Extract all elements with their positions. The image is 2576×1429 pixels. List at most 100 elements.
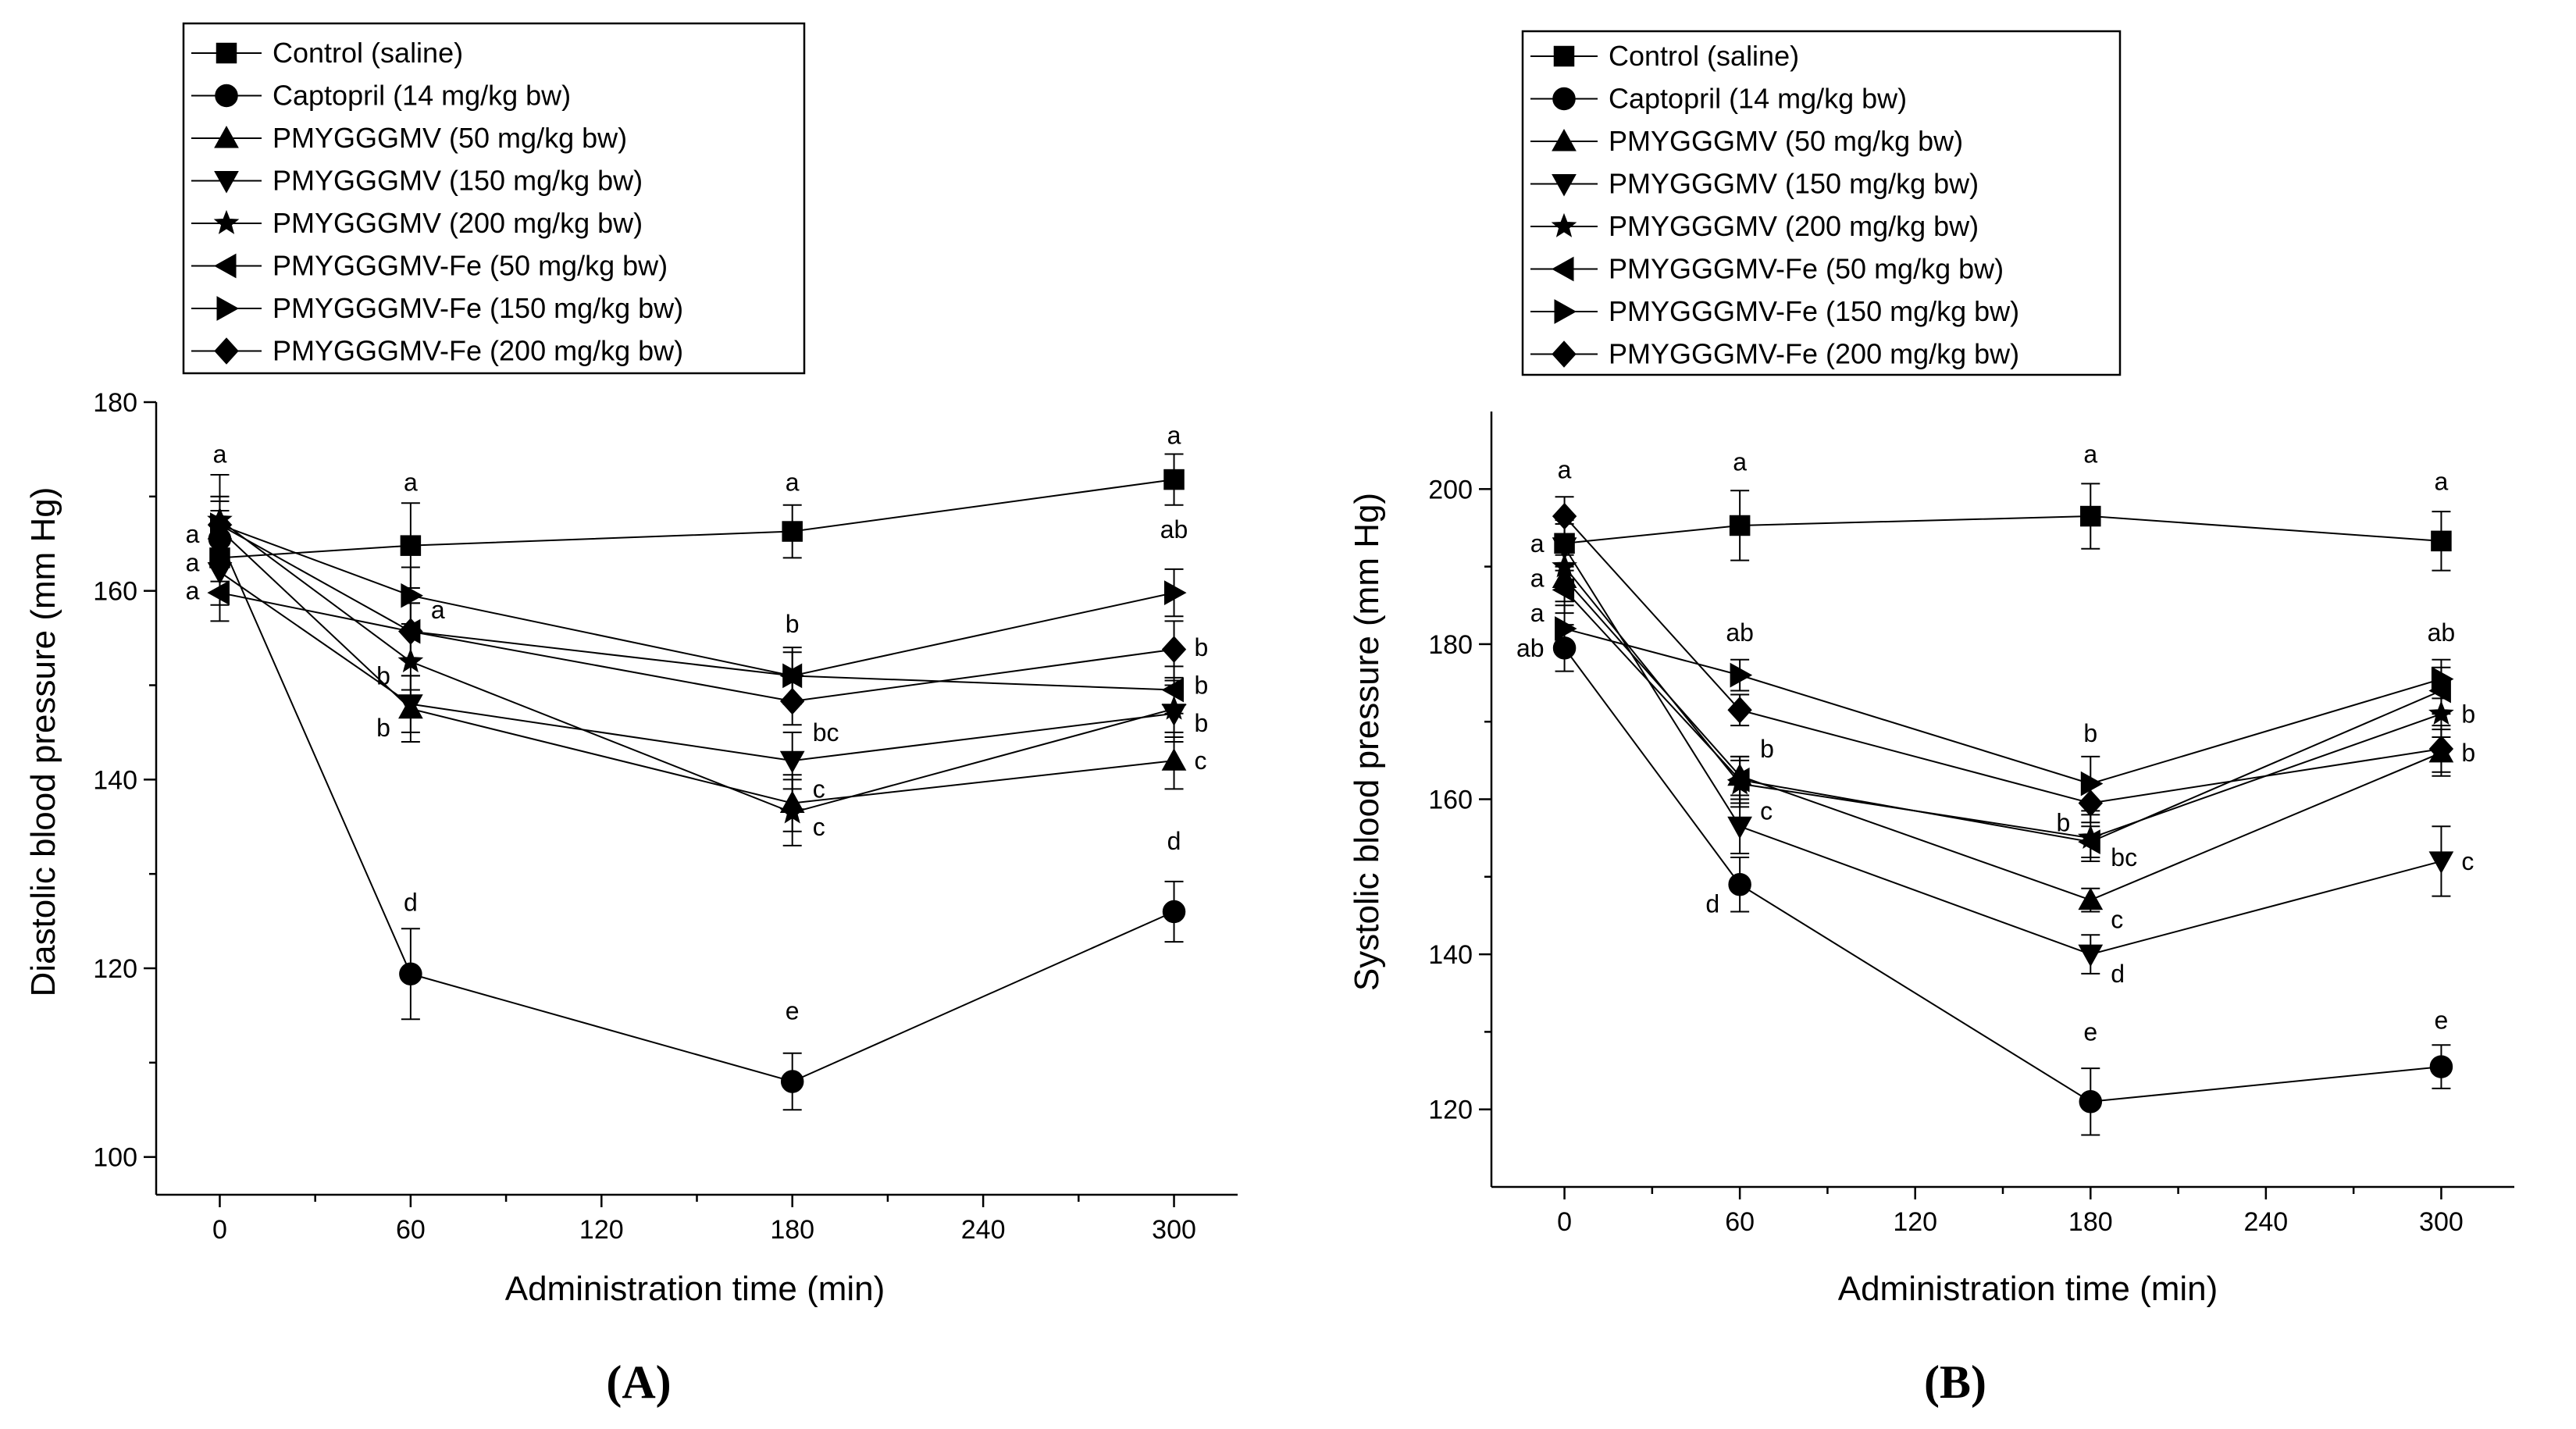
significance-letter: c <box>2461 847 2474 875</box>
series-line <box>1564 628 2442 785</box>
panel-caption-a: (A) <box>606 1356 671 1408</box>
series-lines-b <box>1563 515 2442 1103</box>
y-tick-label: 120 <box>93 954 137 984</box>
significance-letter: a <box>404 469 418 497</box>
legend-label: PMYGGGMV (200 mg/kg bw) <box>273 207 643 239</box>
significance-letter: b <box>376 714 390 742</box>
y-tick-label: 200 <box>1428 475 1473 504</box>
x-tick-label: 240 <box>961 1215 1006 1245</box>
series-line <box>219 538 1174 1083</box>
significance-letter: a <box>213 440 227 468</box>
x-axis-label-b: Administration time (min) <box>1838 1270 2218 1308</box>
data-point <box>780 687 805 715</box>
legend-marker <box>214 125 239 148</box>
x-tick-label: 60 <box>396 1215 426 1245</box>
legend-a: Control (saline) Captopril (14 mg/kg bw) P… <box>182 22 806 375</box>
significance-letter: a <box>1530 599 1545 627</box>
data-point <box>1163 469 1185 490</box>
y-tick-label: 180 <box>93 388 137 418</box>
legend-label: PMYGGGMV-Fe (200 mg/kg bw) <box>273 335 683 367</box>
legend-label: PMYGGGMV (150 mg/kg bw) <box>1609 168 1979 200</box>
significance-letter: b <box>2461 739 2475 767</box>
significance-letter: bc <box>813 718 839 747</box>
panel-b: Control (saline) Captopril (14 mg/kg bw) P… <box>1348 30 2514 1408</box>
legend-a-frame <box>182 22 806 375</box>
legend-b-items: Control (saline) Captopril (14 mg/kg bw) P… <box>1530 40 2019 370</box>
data-point <box>782 663 805 689</box>
data-point <box>2429 1055 2453 1078</box>
significance-letter: b <box>2056 808 2070 836</box>
y-tick-label: 160 <box>1428 786 1473 815</box>
significance-letter: a <box>1530 564 1545 592</box>
data-point <box>1552 636 1577 660</box>
x-tick-label: 120 <box>579 1215 624 1245</box>
data-point <box>780 1070 804 1093</box>
data-point <box>2078 887 2104 910</box>
data-point <box>397 648 424 673</box>
data-point <box>1729 515 1751 536</box>
series-line <box>1563 565 2442 839</box>
y-axis-label-b: Systolic blood pressure (mm Hg) <box>1348 493 1386 991</box>
legend-marker <box>213 209 240 234</box>
significance-letter: b <box>2461 700 2475 728</box>
significance-letter: ab <box>1160 515 1188 543</box>
series-line <box>219 529 1174 804</box>
error-bars-a <box>210 453 1184 1111</box>
data-point <box>2079 1090 2103 1114</box>
series-line <box>1563 589 2442 843</box>
legend-label: Control (saline) <box>1609 40 1799 72</box>
data-point <box>399 962 422 985</box>
significance-letter: d <box>2111 960 2125 988</box>
legend-marker <box>1551 256 1574 282</box>
x-tick-label: 180 <box>2068 1207 2113 1237</box>
data-point <box>1161 636 1187 663</box>
significance-letter: ab <box>2428 618 2456 647</box>
legend-marker <box>216 42 237 64</box>
significance-letter: e <box>2083 1017 2097 1046</box>
markers-a <box>207 469 1187 1093</box>
x-axis-label-a: Administration time (min) <box>505 1270 885 1308</box>
significance-letter: a <box>786 469 800 497</box>
x-tick-label: 0 <box>1557 1207 1572 1237</box>
x-tick-label: 0 <box>212 1215 227 1245</box>
significance-letter: a <box>1558 455 1572 483</box>
series-line <box>1564 515 2442 544</box>
series-line <box>219 524 1174 703</box>
data-point <box>1552 502 1577 530</box>
legend-marker <box>1551 212 1577 237</box>
data-point <box>2078 944 2104 968</box>
data-point <box>1552 553 1577 578</box>
significance-letter: c <box>2111 905 2123 933</box>
significance-letter: c <box>1760 796 1773 825</box>
legend-marker <box>216 296 240 321</box>
x-tick-label: 120 <box>1893 1207 1937 1237</box>
legend-label: PMYGGGMV-Fe (150 mg/kg bw) <box>1609 295 2019 327</box>
data-point <box>779 750 805 774</box>
axes-a: 0 60 120 180 240 300 100 120 140 160 180 <box>93 388 1238 1245</box>
data-point <box>2428 851 2454 874</box>
significance-letter: a <box>186 548 200 576</box>
series-line <box>1563 577 2442 901</box>
y-tick-label: 100 <box>93 1143 137 1173</box>
x-tick-label: 60 <box>1725 1207 1755 1237</box>
data-point <box>2078 789 2103 817</box>
data-point <box>401 583 423 608</box>
error-bars-b <box>1555 483 2451 1136</box>
legend-label: Captopril (14 mg/kg bw) <box>273 80 571 112</box>
data-point <box>1552 577 1575 603</box>
data-point <box>2428 700 2454 725</box>
legend-marker <box>1552 340 1577 368</box>
significance-letter: d <box>1705 890 1719 918</box>
data-point <box>400 535 422 556</box>
series-line <box>219 592 1174 691</box>
series-line <box>219 479 1174 559</box>
data-point <box>1552 537 1577 560</box>
data-point <box>2431 530 2452 552</box>
data-point <box>2080 771 2104 796</box>
significance-letter: c <box>813 775 825 803</box>
legend-b: Control (saline) Captopril (14 mg/kg bw) P… <box>1521 30 2122 376</box>
significance-letter: b <box>1195 709 1209 737</box>
data-point <box>1727 767 1750 793</box>
